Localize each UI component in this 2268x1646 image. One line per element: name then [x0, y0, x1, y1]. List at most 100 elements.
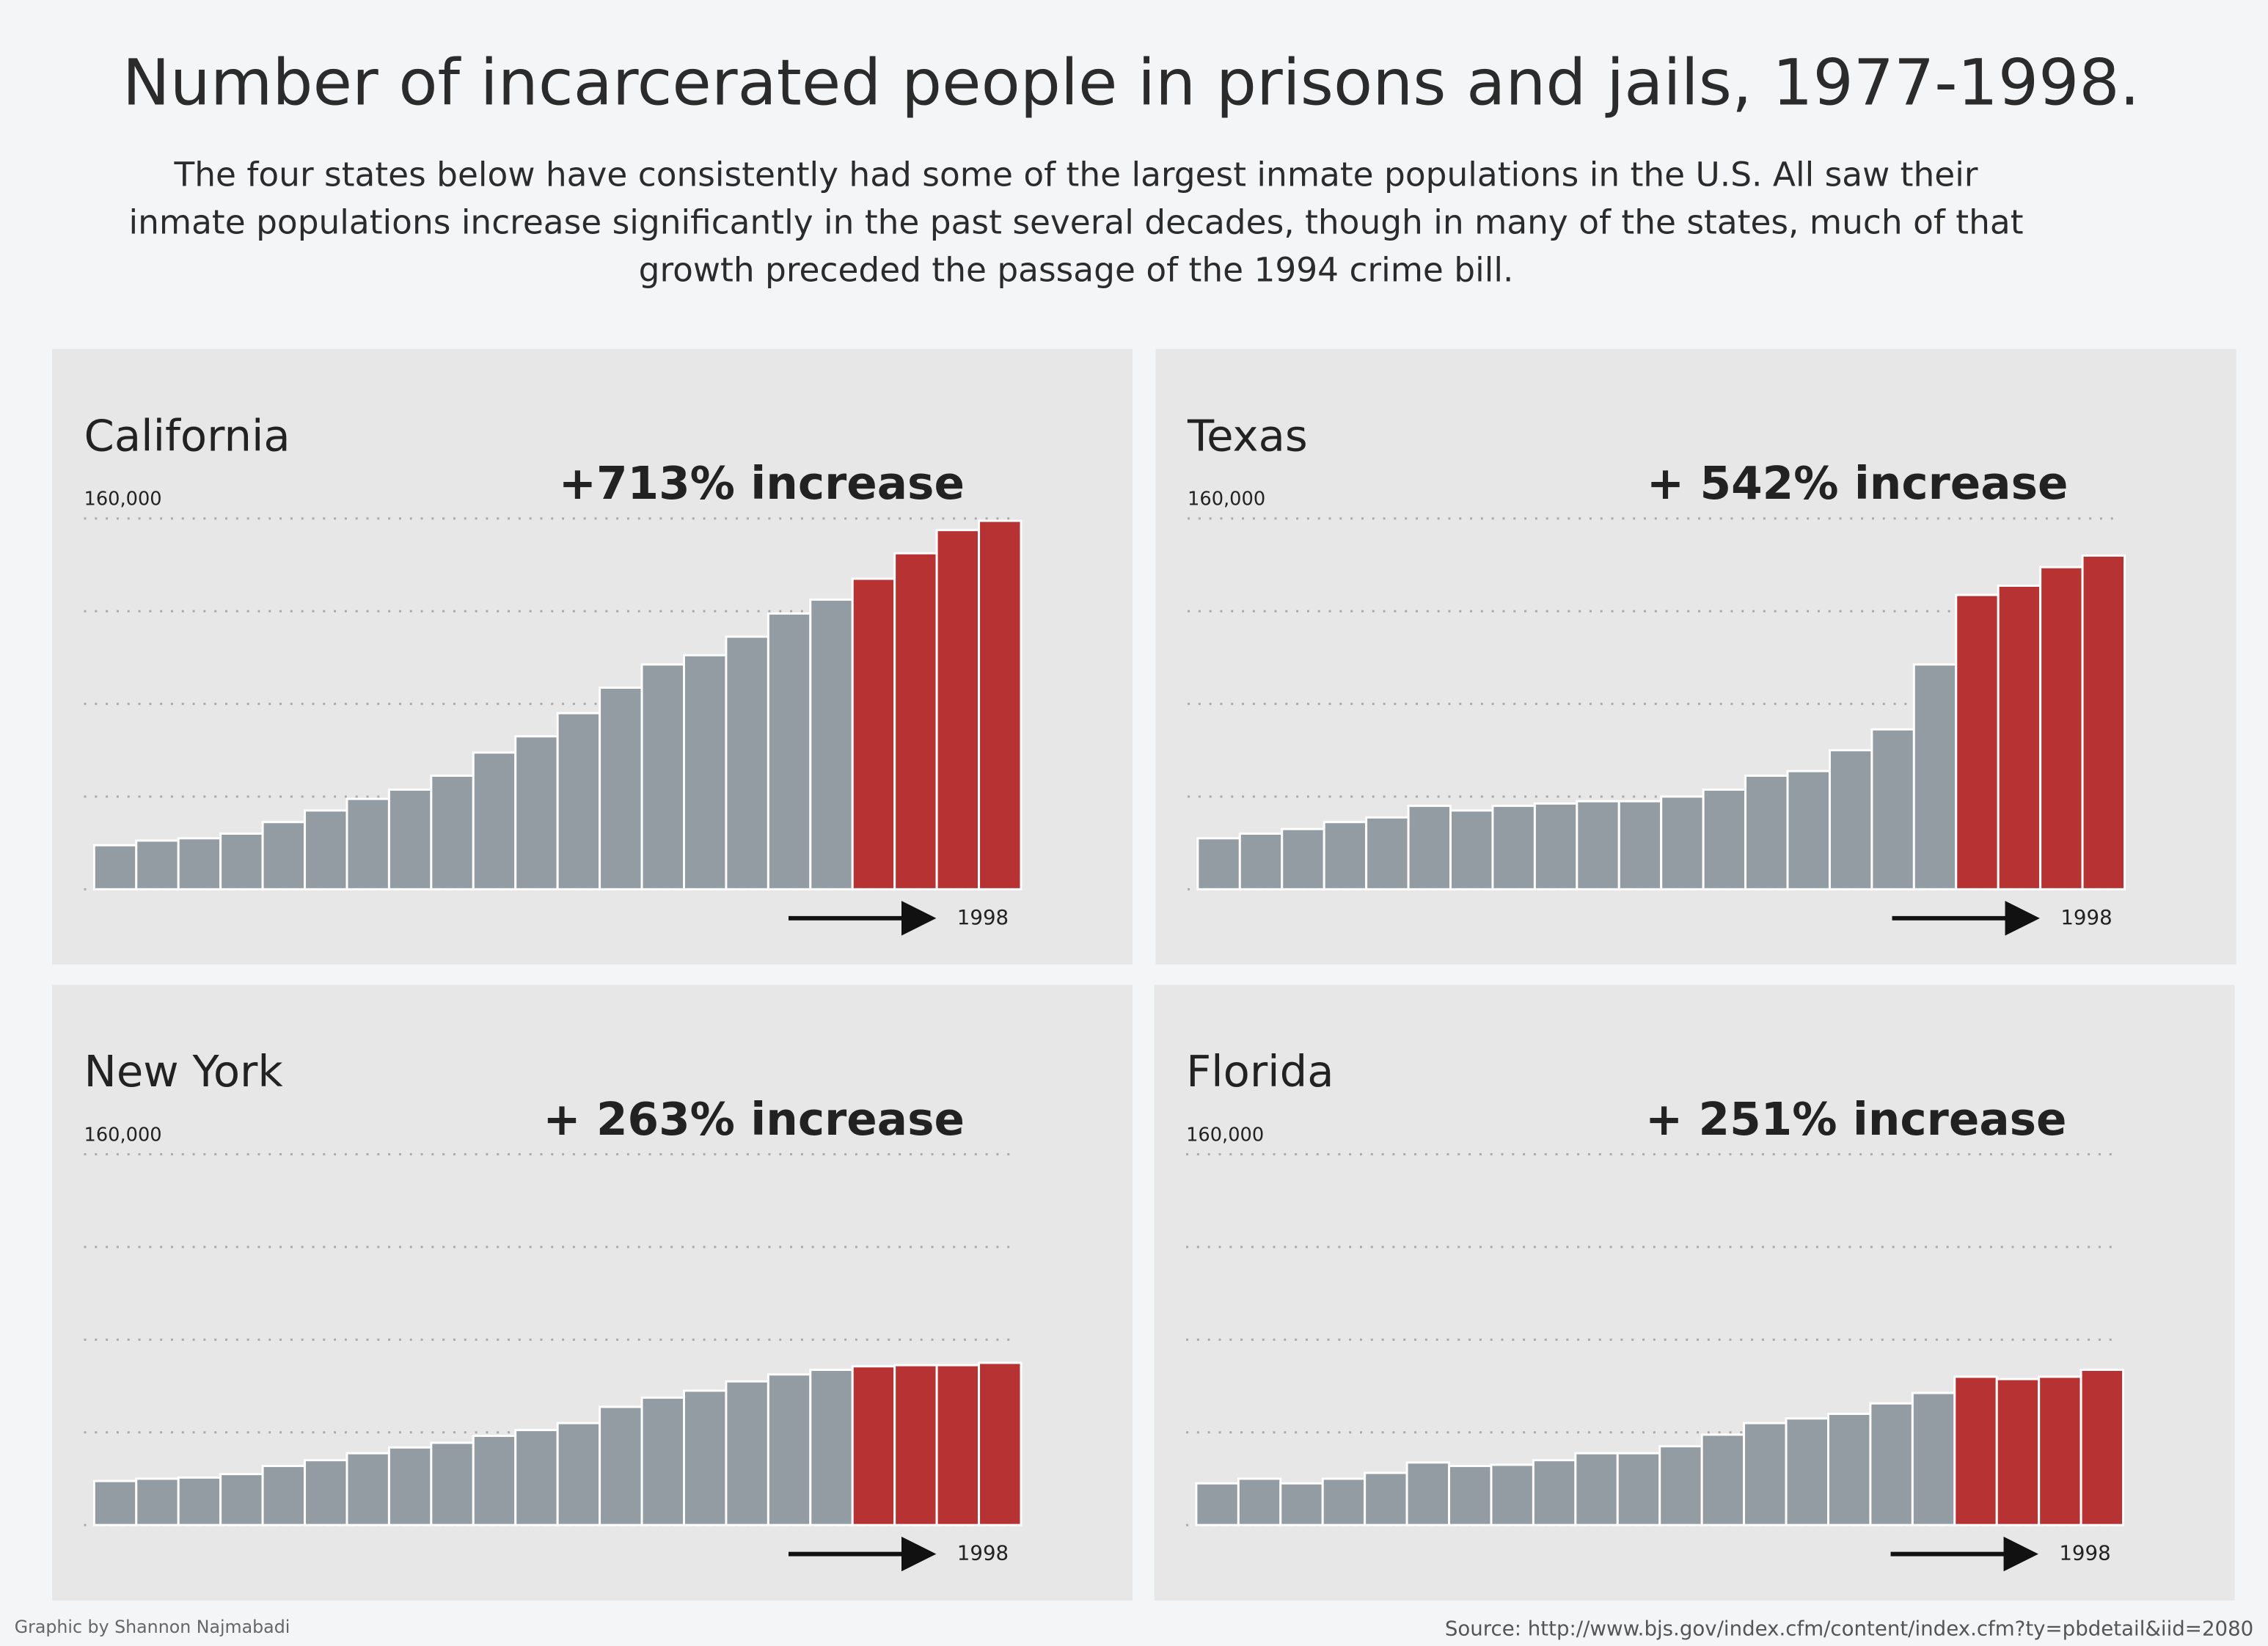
x-tick-label: 1998 — [2060, 905, 2112, 929]
bar — [1955, 593, 2000, 890]
bar — [767, 1373, 812, 1526]
bar — [1279, 1482, 1324, 1526]
bar — [1321, 1477, 1367, 1526]
subtitle-line: The four states below have consistently … — [174, 155, 1978, 194]
bar — [387, 789, 433, 890]
bar — [2039, 566, 2084, 890]
bar — [219, 1473, 264, 1526]
subtitle-line: inmate populations increase significantl… — [128, 203, 2023, 242]
bar — [1405, 1461, 1451, 1526]
bar — [1365, 816, 1410, 890]
bar — [725, 1380, 769, 1526]
bar — [430, 775, 475, 890]
bar — [304, 1459, 348, 1526]
bar — [1658, 1445, 1703, 1526]
bar — [1574, 1452, 1619, 1526]
panel-title: California — [84, 410, 290, 461]
bar — [92, 844, 138, 890]
bar — [1533, 802, 1579, 890]
bar — [767, 612, 812, 890]
bar — [851, 1365, 896, 1526]
bar — [1660, 795, 1705, 890]
bar — [261, 1465, 307, 1526]
bar — [978, 519, 1023, 890]
bar — [556, 1422, 601, 1526]
bar — [809, 598, 854, 890]
bar — [683, 1389, 728, 1526]
bar — [219, 833, 264, 890]
credit: Graphic by Shannon Najmabadi — [15, 1617, 290, 1637]
increase-annotation: + 251% increase — [1645, 1094, 2067, 1146]
x-tick-label: 1998 — [957, 1541, 1009, 1565]
x-tick-label: 1998 — [957, 905, 1009, 929]
bar — [935, 529, 981, 890]
bar — [1238, 833, 1284, 890]
panel-title: New York — [84, 1046, 284, 1097]
y-tick-label: 160,000 — [84, 1124, 162, 1146]
bar — [2079, 1368, 2125, 1526]
bar — [1491, 805, 1536, 890]
bar — [472, 751, 517, 890]
bar — [1281, 827, 1325, 890]
bar — [1828, 749, 1873, 890]
panel-title: Florida — [1186, 1046, 1334, 1097]
bar — [1869, 1402, 1914, 1526]
bar — [304, 809, 348, 890]
y-tick-label: 160,000 — [84, 489, 162, 511]
increase-annotation: + 263% increase — [543, 1094, 965, 1146]
bar — [640, 663, 685, 890]
bar — [1743, 1422, 1788, 1526]
bar — [92, 1479, 138, 1526]
bar — [1911, 1391, 1956, 1526]
chart-panel: Florida + 251% increase 160,000 1998 — [1154, 984, 2235, 1601]
bar — [1323, 821, 1368, 890]
panel-title: Texas — [1187, 410, 1308, 461]
y-tick-label: 160,000 — [1188, 489, 1265, 511]
bar — [1785, 1417, 1829, 1526]
bar — [978, 1361, 1023, 1526]
bar — [725, 635, 769, 890]
chart-panel: California +713% increase 160,000 1998 — [52, 348, 1133, 965]
bar — [1953, 1375, 1998, 1526]
bar — [1827, 1412, 1872, 1526]
bar — [1702, 789, 1747, 890]
bar — [1532, 1459, 1577, 1526]
bar — [177, 837, 222, 890]
bar — [1786, 769, 1831, 890]
bar — [640, 1396, 685, 1526]
bar — [1449, 809, 1494, 890]
bar — [1196, 837, 1241, 890]
bar — [2081, 554, 2126, 890]
bar — [556, 712, 601, 890]
bar — [430, 1441, 475, 1526]
bar — [1617, 800, 1663, 890]
bar — [514, 1429, 559, 1526]
bar — [1448, 1465, 1493, 1526]
bar — [345, 1452, 390, 1526]
bar — [514, 735, 559, 890]
subtitle-line: growth preceded the passage of the 1994 … — [639, 251, 1514, 290]
bar — [345, 797, 390, 890]
bar — [893, 1364, 938, 1526]
bar — [387, 1446, 433, 1526]
increase-annotation: + 542% increase — [1647, 458, 2068, 510]
bar — [1195, 1482, 1240, 1526]
bar — [851, 577, 896, 890]
bar — [135, 1477, 180, 1526]
bar — [599, 1405, 643, 1526]
bar — [1700, 1433, 1746, 1526]
bar — [1237, 1477, 1282, 1526]
bar — [2038, 1375, 2082, 1526]
bar — [1616, 1452, 1661, 1526]
bar — [1490, 1463, 1534, 1526]
bar — [809, 1368, 854, 1526]
chart-panel: New York + 263% increase 160,000 1998 — [52, 984, 1133, 1601]
y-tick-label: 160,000 — [1186, 1124, 1264, 1146]
page-title: Number of incarcerated people in prisons… — [122, 45, 2140, 120]
bar — [135, 839, 180, 890]
bar — [1744, 775, 1789, 890]
bar — [599, 687, 643, 890]
bar — [1870, 728, 1915, 890]
bar — [1912, 663, 1958, 890]
